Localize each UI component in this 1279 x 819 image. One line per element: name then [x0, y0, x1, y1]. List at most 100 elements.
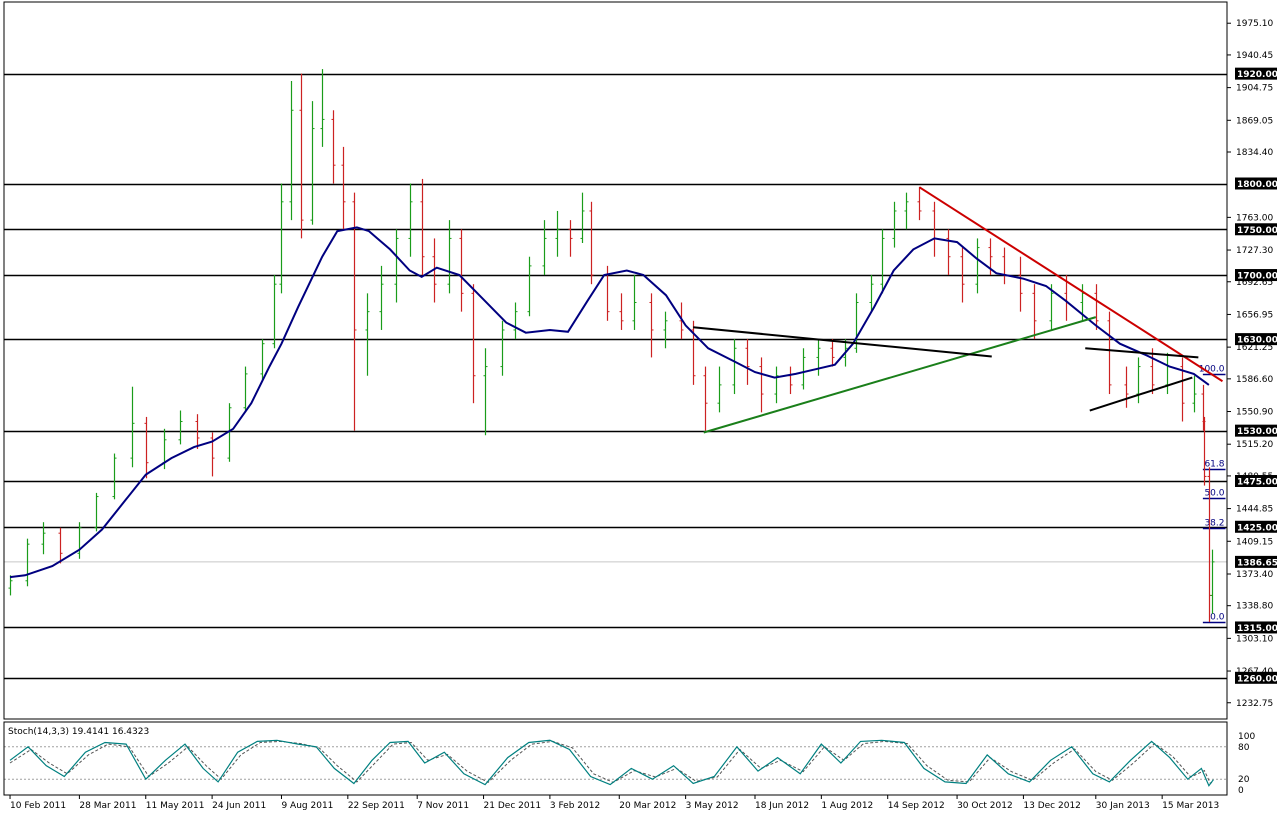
main-panel-frame	[3, 1, 1228, 720]
price-level-box-label: 1800.00	[1237, 180, 1278, 190]
ohlc-bar	[691, 320, 696, 385]
ohlc-bar	[77, 522, 82, 559]
price-level-box-label: 1260.00	[1237, 674, 1278, 684]
time-tick-label: 1 Aug 2012	[821, 801, 873, 811]
ohlc-bar	[801, 348, 806, 390]
time-tick-label: 7 Nov 2011	[417, 801, 469, 811]
price-tick-label: 1444.85	[1236, 505, 1273, 515]
time-tick-label: 28 Mar 2011	[79, 801, 136, 811]
ohlc-bar	[365, 293, 370, 376]
ohlc-bar	[279, 183, 284, 294]
ohlc-bar	[759, 357, 764, 413]
price-level-box	[1235, 223, 1277, 236]
ohlc-bar	[352, 192, 357, 431]
price-level-box	[1235, 671, 1277, 684]
ohlc-bar	[195, 414, 200, 449]
ohlc-bar	[144, 416, 149, 479]
time-tick-label: 20 Mar 2012	[619, 801, 676, 811]
ohlc-bar	[331, 110, 336, 184]
stoch-tick-label: 0	[1238, 786, 1244, 796]
ohlc-bar	[310, 101, 315, 225]
price-tick-label: 1834.40	[1236, 148, 1273, 158]
ohlc-bar	[1210, 549, 1215, 614]
price-level-box-label: 1700.00	[1237, 272, 1278, 282]
price-level-box	[1235, 333, 1277, 346]
fib-label-50.0: 50.0	[1204, 489, 1224, 499]
price-level-box	[1235, 520, 1277, 533]
price-level-box	[1235, 475, 1277, 487]
ohlc-bar	[703, 366, 708, 431]
time-tick-label: 22 Sep 2011	[348, 801, 405, 811]
stochastic-panel	[4, 739, 1227, 787]
price-level-box-label: 1425.00	[1237, 523, 1278, 533]
ohlc-bar	[432, 238, 437, 303]
ohlc-bar	[1150, 348, 1155, 395]
price-tick-label: 1515.20	[1236, 440, 1273, 450]
time-tick-label: 18 Jun 2012	[755, 801, 809, 811]
ohlc-bar	[869, 275, 874, 312]
ohlc-bar	[745, 339, 750, 385]
horizontal-levels	[4, 73, 1227, 680]
stochastic-panel-frame	[3, 721, 1228, 796]
ohlc-bar	[112, 453, 117, 500]
ohlc-bar	[1180, 357, 1185, 422]
price-tick-label: 1656.95	[1236, 310, 1273, 320]
ohlc-bar	[830, 339, 835, 367]
ohlc-bar	[459, 229, 464, 312]
ohlc-bar	[260, 339, 265, 381]
price-level-box-label: 1530.00	[1237, 427, 1278, 437]
ohlc-bar	[555, 210, 560, 257]
price-tick-label: 1975.10	[1236, 19, 1273, 29]
price-level-box-label: 1386.65	[1237, 558, 1278, 568]
ohlc-bar	[8, 575, 13, 596]
ohlc-bar	[1032, 284, 1037, 340]
ohlc-bar	[408, 183, 413, 257]
ohlc-bar	[1094, 284, 1099, 330]
ohlc-bar	[663, 311, 668, 349]
price-level-box-label: 1475.00	[1237, 478, 1278, 488]
time-tick-label: 13 Dec 2012	[1023, 801, 1080, 811]
trendlines	[693, 186, 1224, 434]
ohlc-bar	[542, 220, 547, 276]
stoch-tick-label: 20	[1238, 775, 1250, 785]
price-tick-label: 1373.40	[1236, 570, 1273, 580]
ohlc-bar	[341, 146, 346, 230]
ohlc-bar	[130, 386, 135, 468]
trendline-1	[918, 186, 1224, 383]
ohlc-bar	[41, 522, 46, 555]
ohlc-bar	[1018, 256, 1023, 312]
price-level-box-label: 1920.00	[1237, 70, 1278, 80]
ohlc-bar	[892, 201, 897, 248]
ohlc-bar	[1192, 375, 1197, 413]
fib-label-100.0: 100.0	[1199, 365, 1225, 375]
price-level-box	[1235, 269, 1277, 282]
chart-frame	[3, 1, 1228, 796]
ohlc-bar	[649, 293, 654, 358]
price-level-box-label: 1750.00	[1237, 226, 1278, 236]
time-tick-label: 30 Oct 2012	[957, 801, 1013, 811]
price-level-box	[1235, 424, 1277, 437]
price-tick-label: 1869.05	[1236, 116, 1273, 126]
price-tick-label: 1338.80	[1236, 602, 1273, 612]
ohlc-bar	[227, 403, 232, 462]
ohlc-bar	[717, 366, 722, 413]
ohlc-bar	[471, 284, 476, 404]
time-tick-label: 15 Mar 2013	[1162, 801, 1219, 811]
fib-label-38.2: 38.2	[1204, 519, 1224, 529]
ohlc-bar	[272, 275, 277, 349]
price-tick-label: 1232.75	[1236, 699, 1273, 709]
ohlc-bars	[8, 69, 1215, 622]
price-tick-label: 1621.25	[1236, 343, 1273, 353]
ohlc-bar	[580, 192, 585, 243]
ohlc-bar	[394, 229, 399, 303]
stoch-tick-label: 80	[1238, 743, 1250, 753]
price-tick-label: 1692.65	[1236, 278, 1273, 288]
ohlc-bar	[299, 73, 304, 239]
time-tick-label: 9 Aug 2011	[281, 801, 333, 811]
ohlc-bar	[816, 339, 821, 376]
moving-average-line	[9, 226, 1210, 579]
ohlc-bar	[1124, 366, 1129, 408]
